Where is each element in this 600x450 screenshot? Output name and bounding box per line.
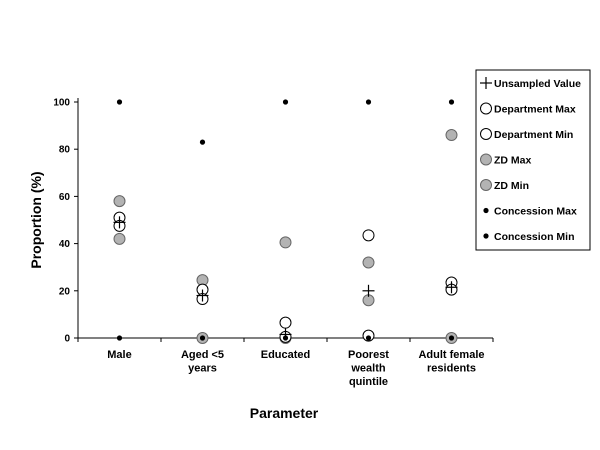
y-axis-title: Proportion (%)	[28, 171, 44, 268]
y-tick-label: 100	[53, 98, 70, 109]
legend-marker-zd-min	[480, 179, 492, 191]
point-zd-max	[445, 129, 458, 142]
legend-marker-department-min	[480, 128, 492, 140]
point-unsampled-value	[445, 281, 458, 294]
point-concession-min	[365, 335, 372, 341]
point-department-max	[362, 229, 375, 242]
legend-marker-zd-max	[480, 153, 492, 166]
legend-label: ZD Max	[494, 155, 532, 167]
y-tick-label: 60	[59, 192, 71, 203]
plot-area: 0 20 40 60 80 100 Male Aged <5 years Educated Poor…	[53, 98, 494, 388]
x-tick-label: Aged <5 years	[181, 349, 224, 375]
point-zd-max	[113, 195, 126, 208]
point-unsampled-value	[362, 284, 375, 297]
x-axis-title: Parameter	[250, 405, 319, 421]
point-unsampled-value	[113, 216, 126, 229]
legend-marker-unsampled-value	[480, 77, 492, 89]
legend-label: Concession Min	[494, 231, 575, 243]
point-unsampled-value	[279, 328, 292, 341]
legend-box	[475, 69, 591, 251]
point-department-max	[279, 316, 292, 329]
point-zd-max	[279, 236, 292, 249]
legend-marker-concession-max	[483, 207, 489, 214]
x-tick-label: Educated	[261, 349, 311, 361]
point-concession-min	[116, 335, 123, 341]
point-unsampled-value	[196, 289, 209, 302]
x-tick-label: Male	[107, 349, 131, 361]
legend-label: Concession Max	[494, 206, 577, 218]
y-tick-label: 20	[59, 286, 71, 297]
point-zd-max	[362, 256, 375, 269]
point-concession-max	[116, 99, 123, 105]
legend-label: Unsampled Value	[494, 78, 581, 90]
point-concession-max	[282, 99, 289, 105]
point-concession-min	[448, 335, 455, 341]
legend-label: Department Max	[494, 104, 576, 116]
y-tick-label: 80	[59, 145, 71, 156]
point-concession-max	[448, 99, 455, 105]
y-tick-label: 0	[64, 334, 70, 345]
point-concession-max	[365, 99, 372, 105]
legend: Unsampled Value Department Max Department …	[475, 69, 591, 251]
point-zd-min	[113, 232, 126, 245]
x-tick-label: Poorest wealth quintile	[348, 349, 389, 388]
x-tick-label: Adult female residents	[418, 349, 484, 375]
point-concession-max	[199, 139, 206, 145]
legend-label: ZD Min	[494, 180, 529, 192]
legend-marker-concession-min	[483, 233, 489, 239]
legend-marker-department-max	[480, 102, 492, 115]
point-concession-min	[199, 335, 206, 341]
y-tick-label: 40	[59, 239, 71, 250]
legend-label: Department Min	[494, 129, 573, 141]
